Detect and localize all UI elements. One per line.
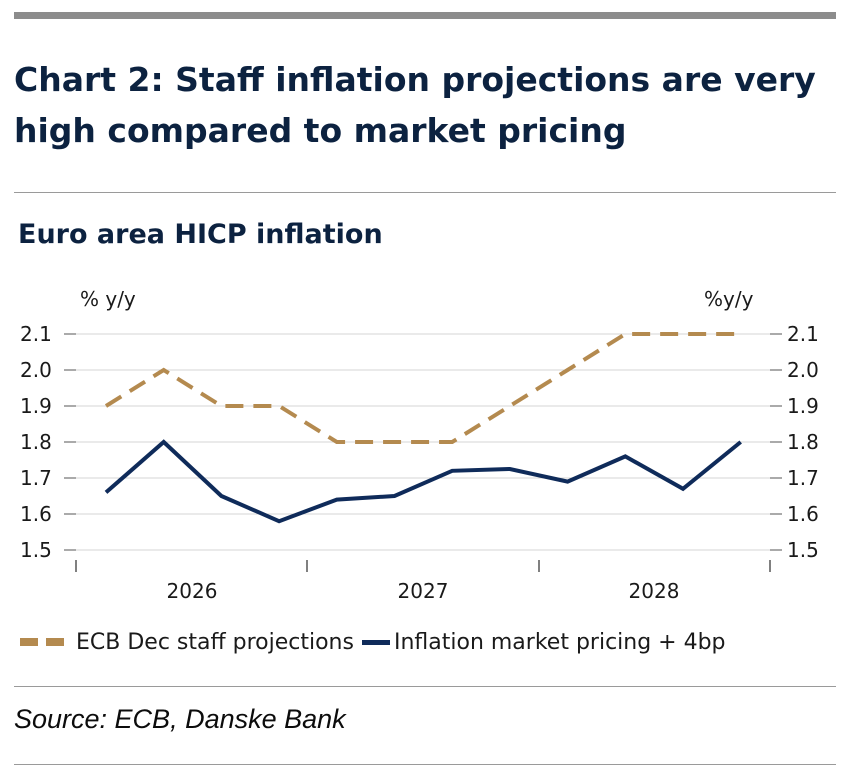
- y-tick-label-left: 2.0: [20, 358, 52, 382]
- x-tick-label: 2026: [167, 579, 218, 603]
- y-tick-label-left: 1.7: [20, 466, 52, 490]
- market-point-2: [220, 495, 223, 498]
- market-point-9: [624, 455, 627, 458]
- projection-point-7: [508, 405, 511, 408]
- y-axis-label-right: %y/y: [704, 287, 754, 311]
- projection-point-6: [451, 441, 454, 444]
- market-point-6: [451, 469, 454, 472]
- source-note: Source: ECB, Danske Bank: [14, 704, 346, 734]
- projection-point-1: [162, 369, 165, 372]
- projection-point-0: [105, 405, 108, 408]
- market-pricing-line: [104, 439, 742, 524]
- market-point-3: [278, 520, 281, 523]
- divider-footer: [14, 764, 836, 765]
- line-chart: 1.5 1.5 1.6 1.6 1.7 1.7 1.8 1.8 1.9 1.9 2.0 2.0 2.1 2…: [20, 287, 819, 603]
- divider-bottom: [14, 686, 836, 687]
- legend-label-market: Inflation market pricing + 4bp: [393, 629, 726, 655]
- y-tick-label-left: 1.8: [20, 430, 52, 454]
- headline: Chart 2: Staff inflation projections are…: [14, 60, 816, 150]
- projection-point-8: [566, 369, 569, 372]
- y-tick-label-left: 1.5: [20, 538, 52, 562]
- y-axis-label-left: % y/y: [80, 287, 136, 311]
- solid-line-icon: [361, 639, 390, 645]
- y-tick-label-left: 1.6: [20, 502, 52, 526]
- projection-point-11: [739, 333, 742, 336]
- dashed-line-icon: [20, 638, 72, 646]
- y-tick-label-right: 1.6: [787, 502, 819, 526]
- projection-point-10: [682, 333, 685, 336]
- top-rule: [14, 12, 836, 19]
- projection-point-4: [335, 441, 338, 444]
- y-tick-label-right: 1.5: [787, 538, 819, 562]
- y-tick-label-right: 1.7: [787, 466, 819, 490]
- x-tick-label: 2027: [398, 579, 449, 603]
- y-tick-label-left: 2.1: [20, 322, 52, 346]
- y-tick-label-left: 1.9: [20, 394, 52, 418]
- market-point-8: [566, 480, 569, 483]
- market-point-4: [335, 498, 338, 501]
- chart-title: Euro area HICP inflation: [18, 219, 383, 250]
- legend-label-projection: ECB Dec staff projections: [76, 629, 354, 655]
- market-point-5: [393, 495, 396, 498]
- market-point-7: [508, 468, 511, 471]
- market-point-0: [105, 491, 108, 494]
- projection-point-3: [278, 405, 281, 408]
- divider-top: [14, 192, 836, 193]
- market-point-10: [682, 487, 685, 490]
- market-point-11: [739, 441, 742, 444]
- y-tick-label-right: 1.8: [787, 430, 819, 454]
- market-point-1: [162, 441, 165, 444]
- legend: ECB Dec staff projections Inflation mark…: [20, 626, 726, 658]
- legend-item-market: Inflation market pricing + 4bp: [361, 629, 726, 655]
- projection-point-9: [624, 333, 627, 336]
- y-tick-label-right: 2.1: [787, 322, 819, 346]
- axes: [64, 333, 782, 572]
- gridlines: [76, 333, 770, 551]
- projection-point-5: [393, 441, 396, 444]
- projection-line: [104, 332, 741, 444]
- projection-point-2: [220, 405, 223, 408]
- y-tick-label-right: 2.0: [787, 358, 819, 382]
- legend-item-projection: ECB Dec staff projections: [20, 630, 354, 655]
- y-tick-label-right: 1.9: [787, 394, 819, 418]
- series-lines: [104, 332, 742, 524]
- x-tick-label: 2028: [629, 579, 680, 603]
- tick-labels: 1.5 1.5 1.6 1.6 1.7 1.7 1.8 1.8 1.9 1.9 2.0 2.0 2.1 2…: [20, 287, 819, 603]
